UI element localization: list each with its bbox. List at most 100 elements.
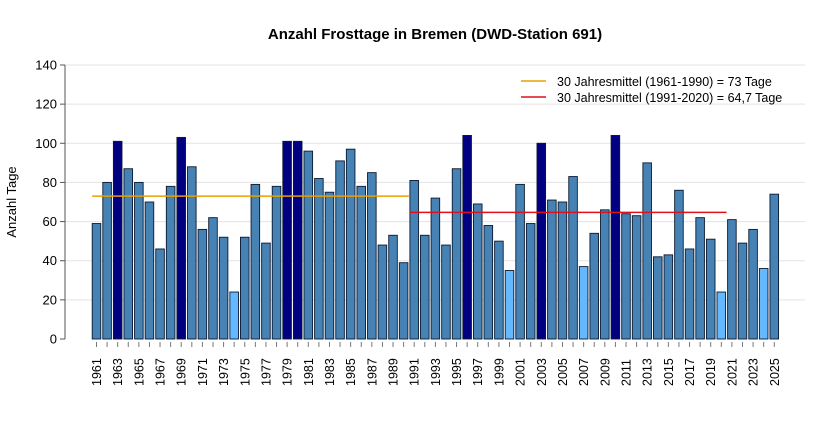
- y-tick-label: 20: [43, 292, 57, 307]
- x-tick-label: 1973: [217, 358, 231, 386]
- x-tick-label: 1993: [429, 358, 443, 386]
- x-tick-label: 2017: [683, 358, 697, 386]
- bar-1973: [218, 236, 229, 340]
- x-tick-label: 2023: [747, 358, 761, 386]
- legend-label-1991-2020: 30 Jahresmittel (1991-2020) = 64,7 Tage: [557, 91, 782, 105]
- bar-1991: [409, 180, 419, 340]
- y-tick-label: 80: [43, 175, 57, 190]
- x-tick-label: 2001: [514, 358, 528, 386]
- y-tick-label: 100: [35, 136, 57, 151]
- bar-1979: [282, 140, 292, 340]
- bar-2008: [589, 232, 599, 340]
- bar-1966: [144, 201, 155, 340]
- x-tick-label: 1995: [450, 358, 464, 386]
- bar-1974: [229, 291, 239, 340]
- bar-1969: [176, 136, 186, 340]
- x-tick-label: 1967: [154, 358, 168, 386]
- bar-1977: [261, 242, 271, 340]
- bar-1972: [208, 217, 218, 340]
- x-tick-label: 2003: [535, 358, 549, 386]
- bar-1992: [420, 234, 430, 340]
- bar-1998: [483, 225, 494, 340]
- legend-label-1961-1990: 30 Jahresmittel (1961-1990) = 73 Tage: [557, 75, 772, 89]
- x-tick-label: 1977: [259, 358, 273, 386]
- bar-2022: [737, 242, 748, 340]
- y-tick-label: 140: [35, 58, 57, 73]
- bar-2001: [515, 183, 525, 340]
- bar-2006: [568, 176, 578, 340]
- x-tick-label: 1987: [365, 358, 379, 386]
- x-tick-label: 1961: [90, 358, 104, 386]
- bar-2012: [631, 215, 642, 340]
- bar-2017: [684, 248, 695, 340]
- x-tick-label: 2011: [620, 359, 634, 386]
- bar-2025: [769, 193, 780, 340]
- x-tick-label: 2019: [704, 358, 718, 386]
- bar-2021: [727, 219, 737, 340]
- x-tick-label: 1985: [344, 358, 358, 386]
- bar-1993: [430, 197, 441, 340]
- bar-2015: [663, 254, 674, 340]
- bar-1999: [494, 240, 504, 340]
- bar-1981: [303, 150, 314, 340]
- x-tick-label: 1963: [111, 358, 125, 386]
- bar-2003: [536, 142, 547, 340]
- bar-2019: [705, 238, 716, 340]
- bar-2011: [621, 213, 631, 340]
- x-tick-label: 2007: [577, 358, 591, 386]
- y-tick-label: 120: [35, 97, 57, 112]
- bar-2018: [695, 217, 705, 340]
- bar-1988: [377, 244, 388, 340]
- x-tick-label: 2025: [768, 358, 782, 386]
- bar-2009: [600, 209, 610, 340]
- bar-1986: [356, 185, 367, 340]
- x-tick-label: 1975: [238, 358, 252, 386]
- x-tick-label: 2013: [641, 358, 655, 386]
- legend: 30 Jahresmittel (1961-1990) = 73 Tage 30…: [521, 75, 782, 105]
- bar-2024: [758, 268, 769, 340]
- x-tick-label: 2005: [556, 358, 570, 386]
- bar-1995: [451, 168, 462, 340]
- bar-1996: [462, 135, 472, 340]
- bar-1984: [335, 160, 345, 340]
- bar-2013: [642, 162, 652, 340]
- x-tick-label: 1981: [302, 358, 316, 386]
- x-tick-label: 2021: [725, 358, 739, 386]
- bar-2016: [674, 189, 684, 340]
- x-tick-label: 2015: [662, 358, 676, 386]
- y-tick-label: 0: [50, 332, 57, 347]
- bar-2004: [547, 199, 557, 340]
- bar-1989: [388, 234, 398, 340]
- bar-1975: [240, 236, 250, 340]
- x-tick-label: 1999: [492, 358, 506, 386]
- bar-1964: [123, 168, 134, 340]
- x-tick-label: 1969: [175, 358, 189, 386]
- bar-2023: [748, 228, 758, 340]
- bar-2005: [557, 201, 568, 340]
- bar-1965: [134, 181, 144, 340]
- x-tick-label: 1997: [471, 358, 485, 386]
- bar-2020: [716, 291, 727, 340]
- bar-1978: [271, 185, 282, 340]
- y-tick-label: 40: [43, 253, 57, 268]
- x-tick-label: 1989: [387, 358, 401, 386]
- bar-2000: [504, 270, 515, 340]
- chart-title: Anzahl Frosttage in Bremen (DWD-Station …: [268, 26, 602, 43]
- bar-1997: [472, 203, 483, 340]
- bar-2014: [653, 256, 663, 340]
- bar-1961: [91, 223, 102, 340]
- x-tick-label: 2009: [598, 358, 612, 386]
- bar-1967: [155, 248, 165, 340]
- bar-1971: [197, 228, 208, 340]
- x-tick-label: 1991: [408, 358, 422, 386]
- bar-1985: [345, 148, 356, 340]
- bar-1982: [314, 178, 324, 340]
- x-tick-label: 1971: [196, 358, 210, 386]
- bar-1962: [102, 181, 112, 340]
- bar-1970: [187, 166, 197, 340]
- bar-1963: [112, 140, 123, 340]
- bar-1976: [250, 183, 261, 340]
- x-tick-label: 1983: [323, 358, 337, 386]
- bar-1994: [441, 244, 451, 340]
